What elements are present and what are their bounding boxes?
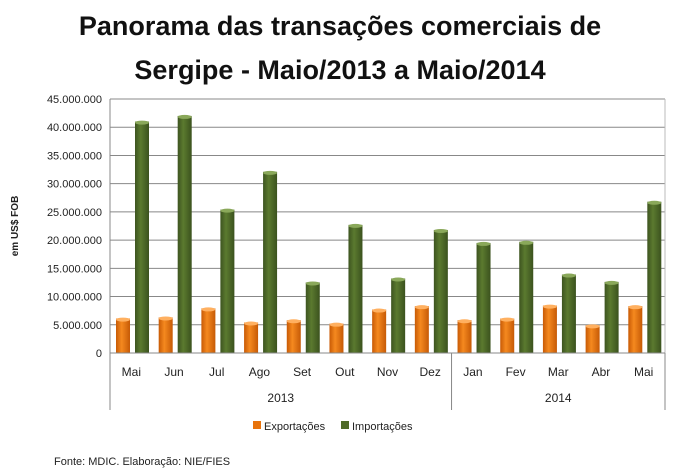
y-tick-label: 10.000.000	[47, 292, 102, 304]
x-tick-label: Jan	[463, 365, 482, 379]
bar-exportacoes	[372, 309, 387, 353]
bar-importacoes	[561, 274, 576, 353]
chart-title: Panorama das transações comerciais de Se…	[60, 4, 620, 92]
legend-swatch	[253, 421, 261, 429]
y-tick-label: 30.000.000	[47, 179, 102, 191]
bar-cap	[500, 317, 515, 322]
bar-exportacoes	[244, 322, 259, 353]
bar-importacoes	[519, 241, 534, 353]
title-line-2: Sergipe - Maio/2013 a Maio/2014	[134, 55, 546, 85]
bar-importacoes	[220, 209, 235, 353]
x-tick-label: Out	[335, 365, 355, 379]
x-tick-label: Fev	[506, 365, 526, 379]
bar-exportacoes	[158, 317, 173, 353]
bar-exportacoes	[542, 305, 557, 353]
bar-cap	[158, 316, 173, 321]
bar-cap	[244, 321, 259, 326]
bar-importacoes	[305, 282, 320, 353]
group-label: 2014	[545, 391, 572, 405]
y-tick-label: 0	[96, 348, 102, 360]
bar-cap	[542, 304, 557, 309]
source-note: Fonte: MDIC. Elaboração: NIE/FIES	[54, 456, 231, 468]
bar-cap	[329, 322, 344, 327]
y-tick-label: 35.000.000	[47, 150, 102, 162]
legend-label: Exportações	[264, 421, 326, 433]
y-tick-label: 45.000.000	[47, 94, 102, 106]
bar-cap	[201, 307, 216, 312]
bar-exportacoes	[500, 318, 515, 353]
title-line-1: Panorama das transações comerciais de	[78, 11, 602, 41]
bar-importacoes	[348, 224, 363, 353]
y-axis-label: em US$ FOB	[10, 196, 21, 257]
bar-cap	[628, 305, 643, 310]
bar-cap	[561, 273, 576, 278]
bar-cap	[348, 223, 363, 228]
bar-cap	[391, 277, 406, 282]
bar-importacoes	[647, 201, 662, 353]
legend-swatch	[341, 421, 349, 429]
bar-cap	[519, 240, 534, 245]
bar-cap	[220, 208, 235, 213]
bar-exportacoes	[286, 320, 301, 353]
legend-label: Importações	[352, 421, 413, 433]
bar-importacoes	[263, 171, 278, 353]
bar-cap	[476, 241, 491, 246]
bar-exportacoes	[414, 306, 429, 353]
x-tick-label: Mai	[122, 365, 141, 379]
bar-exportacoes	[457, 320, 472, 353]
y-tick-label: 15.000.000	[47, 263, 102, 275]
bar-cap	[604, 280, 619, 285]
x-tick-label: Ago	[249, 365, 271, 379]
bar-cap	[177, 114, 192, 119]
bar-importacoes	[135, 121, 149, 353]
bar-exportacoes	[201, 308, 216, 353]
bar-importacoes	[391, 278, 406, 353]
bar-cap	[457, 319, 472, 324]
bar-cap	[414, 305, 429, 310]
bar-cap	[263, 170, 278, 175]
x-tick-label: Jul	[209, 365, 224, 379]
bar-importacoes	[476, 242, 491, 353]
y-tick-label: 5.000.000	[53, 320, 102, 332]
x-tick-label: Mar	[548, 365, 569, 379]
x-tick-label: Mai	[634, 365, 653, 379]
bar-importacoes	[604, 281, 619, 353]
bar-cap	[585, 324, 600, 329]
bar-exportacoes	[329, 323, 344, 353]
bar-cap	[286, 319, 301, 324]
y-tick-label: 20.000.000	[47, 235, 102, 247]
y-tick-label: 25.000.000	[47, 207, 102, 219]
bar-importacoes	[177, 115, 192, 353]
x-tick-label: Dez	[420, 365, 441, 379]
y-tick-label: 40.000.000	[47, 122, 102, 134]
bar-cap	[305, 281, 320, 286]
bar-importacoes	[433, 229, 448, 353]
bar-exportacoes	[585, 325, 600, 353]
bar-cap	[372, 308, 387, 313]
x-tick-label: Jun	[164, 365, 183, 379]
group-label: 2013	[267, 391, 294, 405]
bar-cap	[647, 200, 662, 205]
bar-cap	[116, 317, 130, 322]
x-tick-label: Nov	[377, 365, 398, 379]
bar-cap	[135, 120, 149, 125]
x-tick-label: Abr	[592, 365, 611, 379]
x-tick-label: Set	[293, 365, 312, 379]
bar-exportacoes	[116, 318, 130, 353]
bar-exportacoes	[628, 306, 643, 353]
bar-cap	[433, 228, 448, 233]
